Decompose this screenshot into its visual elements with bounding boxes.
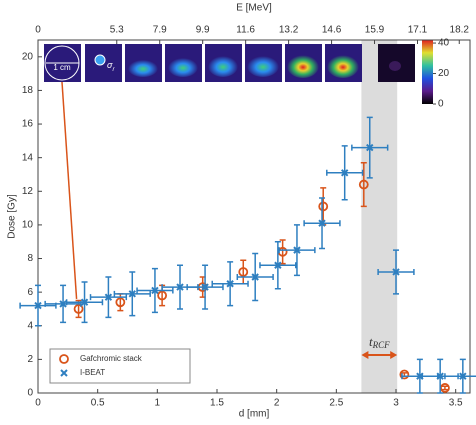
x-tick-label: 1.5 bbox=[210, 398, 224, 409]
inset-blob bbox=[208, 55, 238, 77]
x2-tick-label: 17.1 bbox=[408, 25, 428, 36]
inset-blob bbox=[389, 61, 401, 71]
x2-tick-label: 11.6 bbox=[236, 25, 255, 36]
x2-axis-label: E [MeV] bbox=[236, 3, 272, 14]
y-axis-label: Dose [Gy] bbox=[7, 194, 18, 239]
inset-blob bbox=[327, 54, 359, 78]
inset-arrow bbox=[62, 82, 77, 299]
y-error-bar bbox=[240, 260, 246, 284]
x-tick-label: 1 bbox=[155, 398, 161, 409]
y-tick-label: 2 bbox=[27, 354, 33, 365]
x2-tick-label: 0 bbox=[35, 25, 41, 36]
x-tick-label: 2 bbox=[274, 398, 280, 409]
x2-tick-label: 18.2 bbox=[450, 25, 470, 36]
inset-blob bbox=[287, 54, 319, 78]
x-tick-label: 3.5 bbox=[449, 398, 463, 409]
chart: 0 2 4 6 8 10 12 14 16 18 20 0 0.5 1 1.5 2 2.5 3 3.5 0 5.3 7.9… bbox=[0, 0, 476, 425]
y-tick-label: 14 bbox=[22, 152, 34, 163]
y-error-bar bbox=[442, 386, 448, 389]
y-error-bar bbox=[117, 294, 123, 311]
y-tick-label: 4 bbox=[27, 320, 33, 331]
x-axis-label: d [mm] bbox=[239, 409, 270, 420]
y-tick-label: 12 bbox=[22, 186, 34, 197]
inset-blob bbox=[247, 55, 279, 77]
x2-tick-label: 14.6 bbox=[322, 25, 342, 36]
y-tick-label: 6 bbox=[27, 287, 33, 298]
y-tick-label: 0 bbox=[27, 388, 33, 399]
x2-tick-label: 15.9 bbox=[365, 25, 385, 36]
x2-tick-label: 5.3 bbox=[110, 25, 124, 36]
inset-blob bbox=[128, 59, 158, 77]
x-tick-label: 0 bbox=[35, 398, 41, 409]
legend-label: I-BEAT bbox=[80, 368, 105, 377]
y-tick-label: 20 bbox=[22, 51, 34, 62]
x-tick-label: 0.5 bbox=[91, 398, 105, 409]
inset-spot bbox=[95, 55, 105, 65]
legend-label: Gafchromic stack bbox=[80, 354, 143, 363]
colorbar-tick-label: 40 bbox=[438, 38, 450, 49]
y-tick-label: 8 bbox=[27, 253, 33, 264]
y-tick-label: 18 bbox=[22, 85, 34, 96]
y-tick-label: 16 bbox=[22, 119, 34, 130]
plot-frame bbox=[38, 40, 470, 393]
x-tick-label: 3 bbox=[393, 398, 399, 409]
band-label-sub: RCF bbox=[372, 340, 391, 350]
inset-scale-label: 1 cm bbox=[53, 63, 71, 72]
y-error-bar bbox=[280, 240, 286, 264]
inset-blob bbox=[168, 57, 198, 77]
x2-tick-label: 13.2 bbox=[279, 25, 299, 36]
x2-tick-label: 7.9 bbox=[153, 25, 167, 36]
x-tick-label: 2.5 bbox=[329, 398, 343, 409]
y-error-bar bbox=[320, 188, 326, 225]
y-tick-label: 10 bbox=[22, 220, 34, 231]
x2-tick-label: 9.9 bbox=[196, 25, 210, 36]
colorbar bbox=[422, 40, 433, 104]
colorbar-tick-label: 20 bbox=[438, 68, 450, 79]
colorbar-tick-label: 0 bbox=[438, 99, 444, 110]
